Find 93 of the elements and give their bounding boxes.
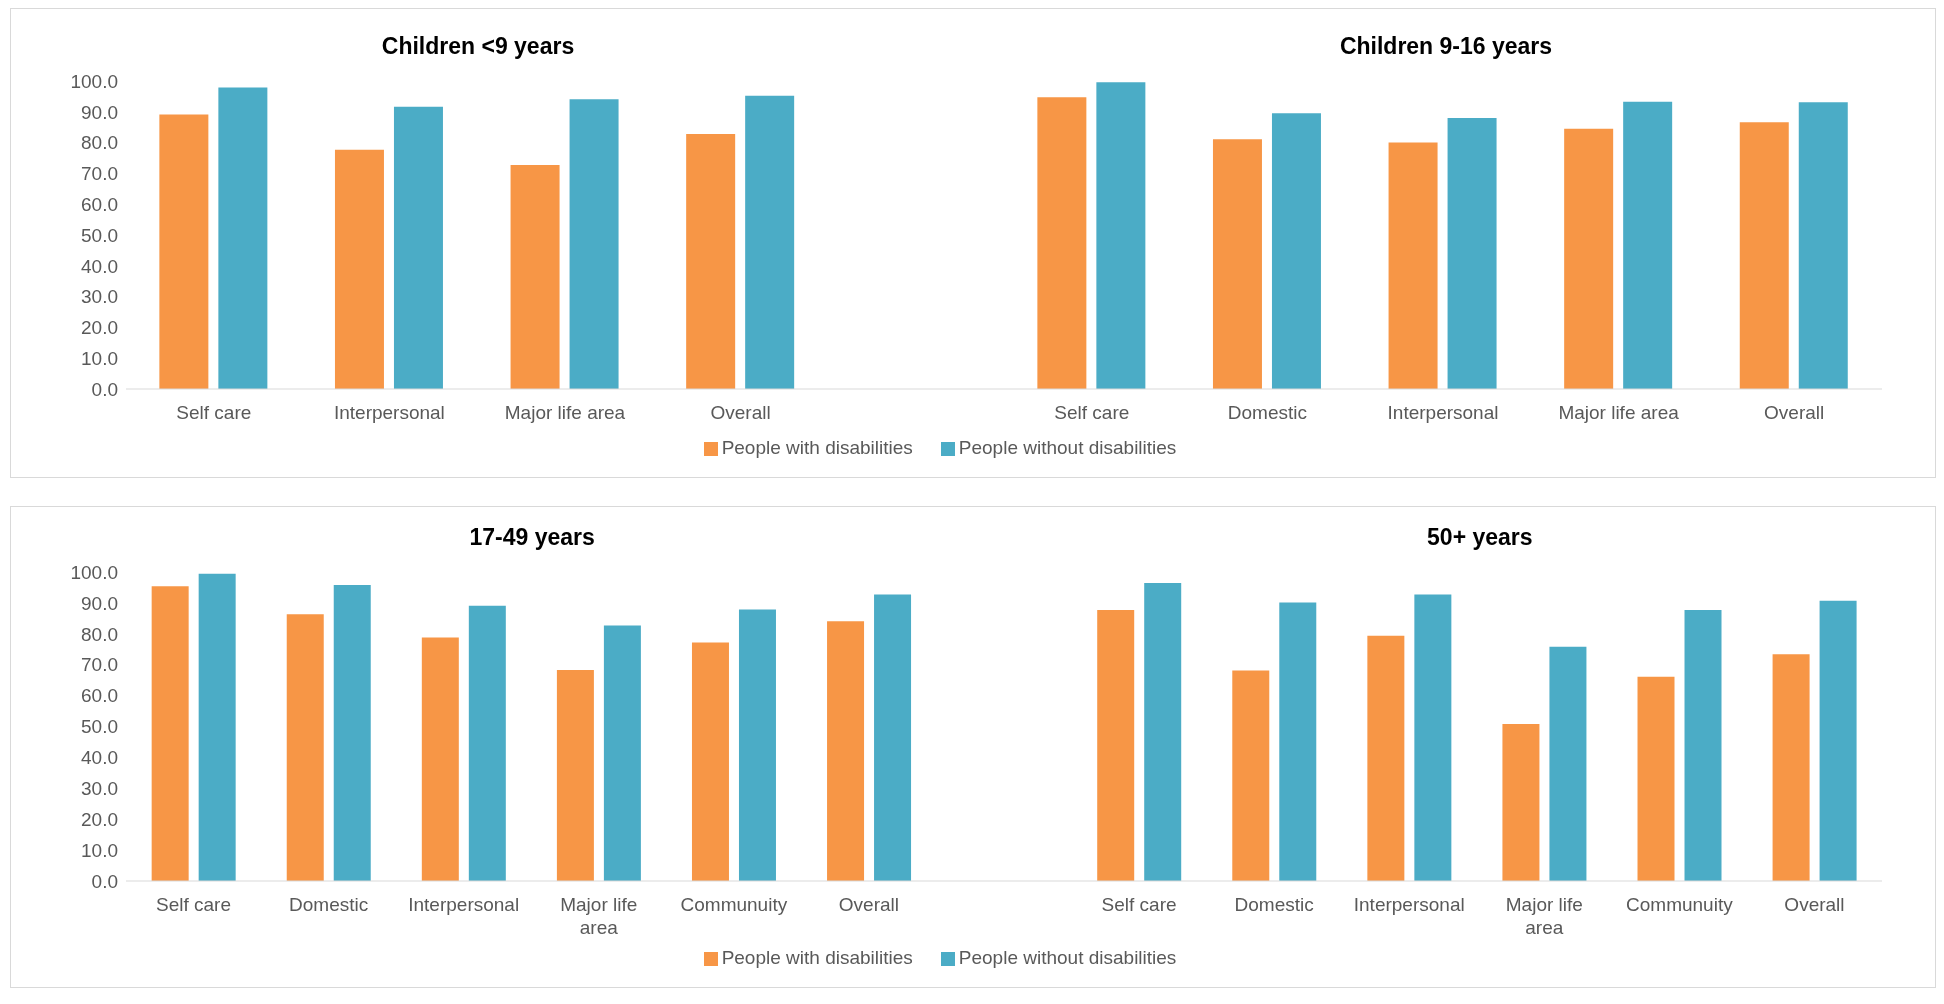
bar [1096, 82, 1146, 389]
y-tick-label: 10.0 [81, 839, 118, 861]
bar [334, 149, 384, 389]
bar [827, 621, 865, 881]
bar [393, 106, 443, 389]
bar [686, 133, 736, 389]
bar [1819, 600, 1857, 881]
y-tick-label: 70.0 [81, 163, 118, 185]
y-tick-label: 30.0 [81, 778, 118, 800]
bar [1684, 610, 1722, 881]
bar [1097, 610, 1135, 881]
x-tick-label: Self care [1054, 402, 1130, 423]
y-tick-label: 30.0 [81, 286, 118, 308]
y-tick-label: 100.0 [70, 561, 118, 583]
x-tick-label: Major life area [560, 894, 638, 938]
x-tick-label: Self care [156, 894, 232, 915]
y-tick-label: 60.0 [81, 685, 118, 707]
bar [1279, 602, 1317, 881]
x-tick-label: Overall [1784, 894, 1845, 915]
bar [1739, 122, 1789, 389]
y-tick-label: 0.0 [91, 378, 118, 400]
bar [1549, 646, 1587, 881]
bar [1144, 583, 1182, 881]
bar [874, 594, 912, 881]
y-tick-label: 20.0 [81, 317, 118, 339]
bar [1772, 654, 1810, 881]
bar [286, 614, 324, 881]
text: 17-49 years [468, 524, 596, 551]
x-tick-label: Interpersonal [408, 894, 520, 915]
text: 50+ years [1426, 524, 1534, 551]
bar [218, 87, 268, 389]
x-tick-label: Overall [838, 894, 900, 915]
bar [1447, 117, 1497, 389]
y-tick-label: 20.0 [81, 808, 118, 830]
bar [691, 642, 729, 881]
bar [556, 669, 594, 881]
bar [510, 165, 560, 389]
text: Children 9-16 years [1338, 33, 1554, 60]
bar [569, 99, 619, 389]
bar [745, 95, 795, 389]
bar [1271, 113, 1321, 389]
x-tick-label: Communuity [1626, 894, 1734, 915]
legend-label: People with disabilities [721, 947, 913, 968]
y-tick-label: 40.0 [81, 747, 118, 769]
y-tick-label: 100.0 [70, 70, 118, 92]
bar [333, 584, 371, 881]
legend-label: People without disabilities [958, 437, 1177, 458]
bar [1637, 676, 1675, 881]
x-tick-label: Self care [176, 402, 252, 423]
legend-label: People without disabilities [958, 947, 1177, 968]
bar [468, 605, 506, 881]
y-tick-label: 60.0 [81, 193, 118, 215]
bar [1367, 635, 1405, 881]
bar [738, 609, 776, 881]
bar [1037, 97, 1087, 389]
legend-label: People with disabilities [721, 437, 913, 458]
x-tick-label: Overall [1764, 402, 1825, 423]
bar [603, 625, 641, 881]
bar [1623, 101, 1673, 389]
bar [1414, 594, 1452, 881]
y-tick-label: 90.0 [81, 592, 118, 614]
text: Children <9 years [380, 33, 576, 60]
x-tick-label: Domestic [289, 894, 369, 915]
x-tick-label: Major life area [1505, 894, 1583, 938]
y-tick-label: 80.0 [81, 132, 118, 154]
bar [1232, 670, 1270, 881]
x-tick-label: Interpersonal [333, 402, 445, 423]
x-tick-label: Communuity [680, 894, 788, 915]
x-tick-label: Domestic [1234, 894, 1314, 915]
bar [151, 586, 189, 881]
bar [159, 114, 209, 389]
y-tick-label: 0.0 [91, 870, 118, 892]
y-tick-label: 40.0 [81, 255, 118, 277]
x-tick-label: Interpersonal [1387, 402, 1499, 423]
bar [1798, 102, 1848, 389]
y-tick-label: 50.0 [81, 224, 118, 246]
y-tick-label: 50.0 [81, 716, 118, 738]
x-tick-label: Interpersonal [1353, 894, 1465, 915]
bar [198, 573, 236, 881]
y-tick-label: 90.0 [81, 101, 118, 123]
y-tick-label: 70.0 [81, 654, 118, 676]
y-tick-label: 80.0 [81, 623, 118, 645]
bar [1502, 724, 1540, 881]
bar [421, 637, 459, 881]
y-tick-label: 10.0 [81, 347, 118, 369]
x-tick-label: Major life area [504, 402, 626, 423]
bar [1564, 128, 1614, 389]
bar [1388, 142, 1438, 389]
x-tick-label: Self care [1101, 894, 1177, 915]
x-tick-label: Major life area [1558, 402, 1680, 423]
bar [1212, 139, 1262, 389]
x-tick-label: Overall [710, 402, 771, 423]
x-tick-label: Domestic [1227, 402, 1307, 423]
